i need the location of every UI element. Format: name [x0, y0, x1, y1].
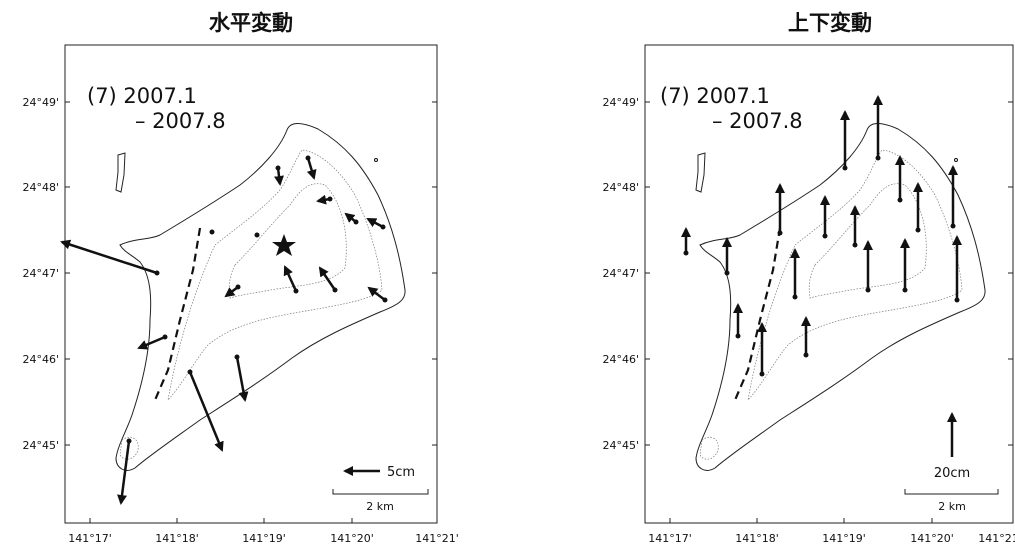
island-map [694, 122, 987, 472]
panel-title: 水平変動 [209, 11, 293, 35]
gps-station [235, 284, 241, 290]
gps-station [332, 287, 338, 293]
distance-bar [904, 489, 999, 495]
gps-station [950, 223, 956, 229]
latitude-label: 24°49' [22, 96, 59, 109]
latitude-label: 24°45' [602, 439, 639, 452]
displacement-arrow [318, 266, 337, 291]
gps-station [254, 232, 260, 238]
gps-station [234, 354, 240, 360]
gps-station [724, 270, 730, 276]
gps-station [902, 287, 908, 293]
longitude-label: 141°19' [242, 532, 286, 545]
island-map [114, 122, 407, 472]
latitude-label: 24°48' [602, 181, 639, 194]
longitude-label: 141°19' [822, 532, 866, 545]
gps-station [803, 352, 809, 358]
displacement-arrow [366, 217, 384, 229]
gps-station [875, 155, 881, 161]
latitude-label: 24°48' [22, 181, 59, 194]
distance-label: 2 km [938, 500, 966, 513]
panel-title: 上下変動 [788, 11, 872, 35]
displacement-arrow [283, 265, 298, 292]
gps-station [842, 165, 848, 171]
gps-station [305, 155, 311, 161]
latitude-label: 24°46' [602, 353, 639, 366]
gps-station [683, 250, 689, 256]
gps-station [275, 165, 281, 171]
scale-label: 5cm [387, 465, 415, 480]
period-end: – 2007.8 [712, 109, 803, 133]
gps-station [897, 197, 903, 203]
period-end: – 2007.8 [135, 109, 226, 133]
longitude-label: 141°21' [415, 532, 459, 545]
displacement-arrow [235, 356, 249, 402]
gps-station [353, 219, 359, 225]
epicenter-star [272, 234, 296, 256]
gps-station [293, 288, 299, 294]
displacement-arrow [60, 239, 158, 275]
gps-station [954, 297, 960, 303]
gps-station [382, 297, 388, 303]
gps-station [759, 371, 765, 377]
gps-station [126, 438, 132, 444]
map-frame [64, 44, 438, 524]
gps-station [915, 227, 921, 233]
period-start: (7) 2007.1 [660, 84, 770, 108]
longitude-label: 141°18' [735, 532, 779, 545]
gps-station [187, 369, 193, 375]
distance-bar [332, 489, 429, 495]
gps-station [792, 294, 798, 300]
displacement-arrow [117, 440, 131, 505]
latitude-label: 24°49' [602, 96, 639, 109]
gps-station [162, 334, 168, 340]
gps-station [865, 287, 871, 293]
gps-station [777, 230, 783, 236]
longitude-label: 141°21' [978, 532, 1015, 545]
map-frame [644, 44, 1014, 524]
gps-station [154, 270, 160, 276]
period-start: (7) 2007.1 [87, 84, 197, 108]
displacement-arrow [137, 335, 166, 350]
gps-station [380, 224, 386, 230]
latitude-label: 24°47' [22, 267, 59, 280]
scale-label: 20cm [934, 466, 970, 481]
displacement-arrow [188, 371, 224, 452]
latitude-label: 24°45' [22, 439, 59, 452]
gps-station [852, 242, 858, 248]
longitude-label: 141°20' [330, 532, 374, 545]
latitude-label: 24°47' [602, 267, 639, 280]
longitude-label: 141°17' [68, 532, 112, 545]
longitude-label: 141°18' [155, 532, 199, 545]
gps-station [327, 196, 333, 202]
longitude-label: 141°17' [648, 532, 692, 545]
distance-label: 2 km [366, 500, 394, 513]
displacement-arrow [274, 167, 284, 186]
latitude-label: 24°46' [22, 353, 59, 366]
displacement-arrow [367, 286, 386, 301]
longitude-label: 141°20' [910, 532, 954, 545]
gps-station [822, 233, 828, 239]
gps-station [209, 229, 215, 235]
displacement-arrow [306, 157, 317, 180]
gps-station [735, 333, 741, 339]
